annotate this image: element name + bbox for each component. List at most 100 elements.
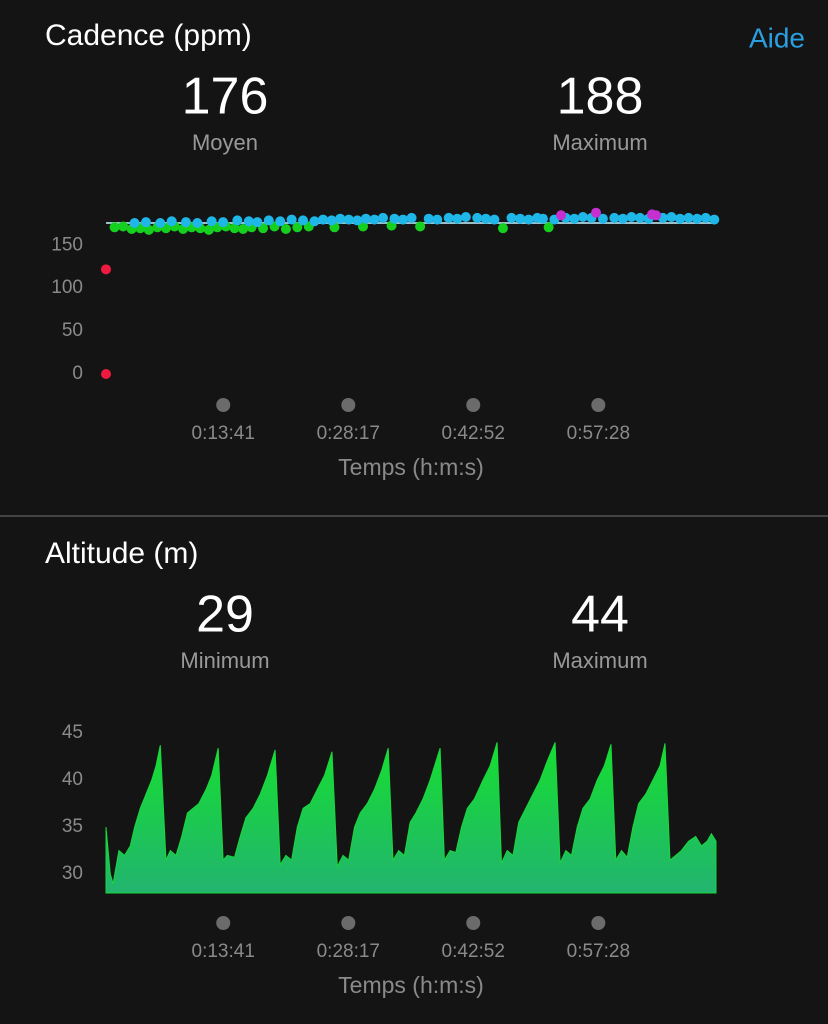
- cadence-point: [369, 214, 380, 225]
- x-tick-dot: [341, 916, 356, 930]
- cadence-point: [406, 212, 417, 223]
- y-tick-label: 0: [72, 363, 83, 384]
- stat-label: Maximum: [552, 648, 647, 673]
- cadence-point: [597, 213, 608, 224]
- stat-label: Moyen: [192, 130, 258, 155]
- cadence-point: [118, 221, 129, 232]
- cadence-point: [218, 217, 229, 228]
- stat-label: Maximum: [552, 130, 647, 155]
- x-axis-title: Temps (h:m:s): [338, 454, 484, 480]
- x-tick-label: 0:28:17: [317, 941, 380, 962]
- stat-value: 29: [196, 586, 254, 644]
- cadence-point: [292, 222, 303, 233]
- cadence-point: [309, 216, 320, 227]
- cadence-point: [460, 212, 471, 223]
- cadence-point: [443, 212, 454, 223]
- cadence-point: [243, 216, 254, 227]
- altitude-area: [105, 742, 717, 894]
- cadence-point: [666, 212, 677, 223]
- cadence-point: [472, 212, 483, 223]
- cadence-point: [651, 210, 662, 221]
- cadence-point: [497, 223, 508, 234]
- cadence-point: [683, 212, 694, 223]
- cadence-point: [206, 216, 217, 227]
- cadence-point: [378, 212, 389, 223]
- cadence-point: [280, 224, 291, 235]
- x-tick-dot: [591, 398, 606, 412]
- chart-title: Altitude (m): [45, 537, 198, 570]
- cadence-point: [543, 222, 554, 233]
- cadence-point: [556, 210, 567, 221]
- cadence-point: [360, 213, 371, 224]
- cadence-point: [275, 216, 286, 227]
- cadence-point: [692, 213, 703, 224]
- cadence-point: [537, 213, 548, 224]
- x-tick-dot: [466, 398, 481, 412]
- x-tick-label: 0:13:41: [192, 423, 255, 444]
- stat-value: 44: [571, 586, 629, 644]
- cadence-point: [335, 213, 346, 224]
- cadence-point: [591, 207, 602, 218]
- x-tick-label: 0:13:41: [192, 941, 255, 962]
- cadence-point: [515, 213, 526, 224]
- cadence-point: [238, 224, 249, 235]
- stat-label: Minimum: [180, 648, 269, 673]
- cadence-point: [318, 214, 329, 225]
- x-tick-dot: [466, 916, 481, 930]
- cadence-point: [700, 212, 711, 223]
- chart-title: Cadence (ppm): [45, 19, 252, 52]
- cadence-point: [298, 215, 309, 226]
- help-link[interactable]: Aide: [749, 22, 805, 53]
- cadence-point: [192, 218, 203, 229]
- cadence-point: [423, 213, 434, 224]
- cadence-point: [143, 224, 154, 235]
- y-tick-label: 30: [62, 863, 83, 884]
- y-tick-label: 45: [62, 722, 83, 743]
- y-tick-label: 40: [62, 769, 83, 790]
- cadence-point: [229, 223, 240, 234]
- x-tick-dot: [216, 916, 231, 930]
- cadence-point: [635, 212, 646, 223]
- cadence-point: [129, 218, 140, 229]
- cadence-point: [626, 212, 637, 223]
- cadence-point: [109, 222, 120, 233]
- cadence-point: [398, 214, 409, 225]
- cadence-point: [480, 213, 491, 224]
- x-tick-dot: [216, 398, 231, 412]
- cadence-point: [577, 212, 588, 223]
- cadence-point: [101, 369, 111, 379]
- cadence-point: [523, 214, 534, 225]
- cadence-point: [286, 214, 297, 225]
- cadence-point: [609, 212, 620, 223]
- x-tick-dot: [341, 398, 356, 412]
- cadence-point: [489, 214, 500, 225]
- cadence-point: [252, 217, 263, 228]
- cadence-point: [140, 217, 151, 228]
- cadence-point: [203, 224, 214, 235]
- cadence-point: [263, 215, 274, 226]
- cadence-point: [617, 213, 628, 224]
- cadence-point: [415, 221, 426, 232]
- cadence-point: [232, 215, 243, 226]
- cadence-point: [343, 214, 354, 225]
- x-tick-label: 0:57:28: [567, 423, 630, 444]
- cadence-point: [180, 217, 191, 228]
- x-tick-label: 0:28:17: [317, 423, 380, 444]
- stat-value: 176: [182, 68, 269, 126]
- x-tick-label: 0:42:52: [442, 423, 505, 444]
- stat-value: 188: [557, 68, 644, 126]
- cadence-point: [326, 215, 337, 226]
- y-tick-label: 150: [51, 234, 83, 255]
- y-tick-label: 100: [51, 277, 83, 298]
- y-tick-label: 35: [62, 816, 83, 837]
- cadence-point: [389, 213, 400, 224]
- cadence-point: [155, 218, 166, 229]
- cadence-point: [452, 213, 463, 224]
- cadence-point: [432, 214, 443, 225]
- cadence-point: [166, 216, 177, 227]
- x-tick-dot: [591, 916, 606, 930]
- cadence-point: [675, 213, 686, 224]
- cadence-point: [101, 264, 111, 275]
